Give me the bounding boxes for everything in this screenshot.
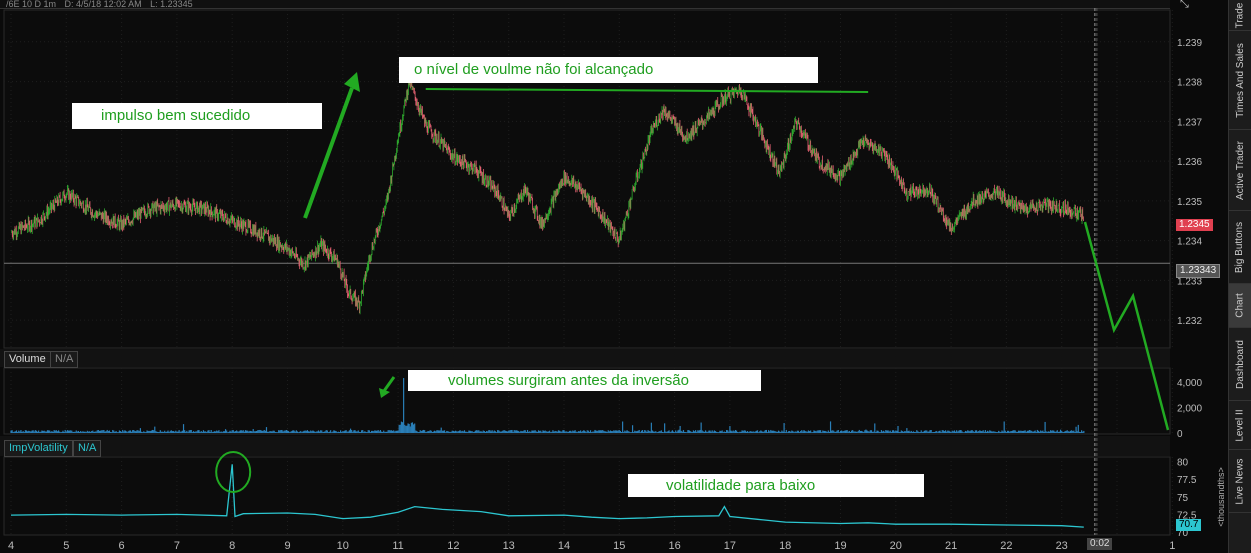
price-panel bbox=[3, 9, 1171, 349]
tab-level-ii[interactable]: Level II bbox=[1229, 401, 1251, 450]
volume-header-bar bbox=[0, 349, 1170, 367]
annotation-volatility: volatilidade para baixo bbox=[628, 474, 924, 497]
x-tick-label: 15 bbox=[613, 540, 625, 552]
x-tick-label: 19 bbox=[834, 540, 846, 552]
price-tick-label: 1.238 bbox=[1177, 78, 1202, 89]
annotation-volumes: volumes surgiram antes da inversão bbox=[408, 370, 761, 391]
tab-trade[interactable]: Trade bbox=[1229, 0, 1251, 31]
volume-tick-label: 4,000 bbox=[1177, 378, 1202, 389]
price-tick-label: 1.232 bbox=[1177, 316, 1202, 327]
volume-panel-label: Volume bbox=[4, 351, 51, 368]
x-tick-label: 20 bbox=[890, 540, 902, 552]
x-tick-label: 9 bbox=[284, 540, 290, 552]
iv-tick-label: 77.5 bbox=[1177, 475, 1197, 486]
x-tick-label: 8 bbox=[229, 540, 235, 552]
iv-tick-label: 75 bbox=[1177, 493, 1189, 504]
iv-spike-circle bbox=[215, 451, 252, 493]
x-tick-label: 12 bbox=[447, 540, 459, 552]
x-tick-label: 22 bbox=[1000, 540, 1012, 552]
tab-times-and-sales[interactable]: Times And Sales bbox=[1229, 31, 1251, 130]
iv-current-badge: 70.7 bbox=[1176, 519, 1202, 531]
iv-header-bar bbox=[0, 436, 1170, 456]
iv-panel-value: N/A bbox=[73, 440, 102, 457]
x-tick-label: 1 bbox=[1169, 540, 1175, 552]
crosshair-price-badge: 1.23343 bbox=[1176, 264, 1221, 278]
x-tick-label: 21 bbox=[945, 540, 957, 552]
impulse-arrow-head bbox=[344, 72, 360, 92]
x-tick-label: 16 bbox=[668, 540, 680, 552]
projection-path bbox=[1083, 221, 1170, 431]
volume-tick-label: 0 bbox=[1177, 429, 1183, 440]
x-tick-label: 6 bbox=[119, 540, 125, 552]
chart-header: /6E 10 D 1m D: 4/5/18 12:02 AM L: 1.2334… bbox=[0, 0, 1170, 9]
symbol-label: /6E 10 D 1m bbox=[6, 0, 57, 9]
volume-panel-value: N/A bbox=[50, 351, 79, 368]
tab-active-trader[interactable]: Active Trader bbox=[1229, 130, 1251, 211]
last-price-label: L: 1.23345 bbox=[150, 0, 193, 9]
price-tick-label: 1.237 bbox=[1177, 117, 1202, 128]
impulse-arrow bbox=[303, 87, 354, 219]
resistance-level-line bbox=[425, 88, 869, 93]
iv-panel bbox=[3, 456, 1171, 536]
time-readout-badge: 0:02 bbox=[1087, 538, 1113, 550]
price-tick-label: 1.236 bbox=[1177, 157, 1202, 168]
iv-panel-label: ImpVolatility bbox=[4, 440, 73, 457]
timestamp-label: D: 4/5/18 12:02 AM bbox=[64, 0, 142, 9]
price-tick-label: 1.239 bbox=[1177, 38, 1202, 49]
last-price-badge: 1.2345 bbox=[1176, 219, 1213, 231]
x-tick-label: 7 bbox=[174, 540, 180, 552]
price-tick-label: 1.233 bbox=[1177, 276, 1202, 287]
tab-live-news[interactable]: Live News bbox=[1229, 450, 1251, 513]
iv-tick-label: 70 bbox=[1177, 528, 1189, 539]
tab-big-buttons[interactable]: Big Buttons bbox=[1229, 211, 1251, 284]
volume-arrow bbox=[382, 376, 396, 392]
volume-tick-label: 2,000 bbox=[1177, 403, 1202, 414]
x-tick-label: 4 bbox=[8, 540, 14, 552]
annotation-impulse: impulso bem sucedido bbox=[72, 103, 322, 129]
volume-arrow-head bbox=[379, 388, 390, 398]
iv-units: <thousandths> bbox=[1216, 467, 1226, 527]
x-tick-label: 10 bbox=[337, 540, 349, 552]
x-tick-label: 14 bbox=[558, 540, 570, 552]
x-tick-label: 11 bbox=[392, 540, 403, 552]
x-tick-label: 5 bbox=[63, 540, 69, 552]
iv-tick-label: 80 bbox=[1177, 458, 1189, 469]
iv-tick-label: 72.5 bbox=[1177, 510, 1197, 521]
tab-dashboard[interactable]: Dashboard bbox=[1229, 328, 1251, 401]
x-tick-label: 23 bbox=[1056, 540, 1068, 552]
tab-chart[interactable]: Chart bbox=[1229, 284, 1251, 328]
right-sidebar: Trade Times And Sales Active Trader Big … bbox=[1228, 0, 1251, 553]
expand-icon[interactable]: ⤡ bbox=[1180, 0, 1189, 10]
x-tick-label: 18 bbox=[779, 540, 791, 552]
x-tick-label: 13 bbox=[503, 540, 515, 552]
iv-line bbox=[10, 464, 1084, 528]
price-tick-label: 1.235 bbox=[1177, 197, 1202, 208]
x-tick-label: 17 bbox=[724, 540, 736, 552]
price-tick-label: 1.234 bbox=[1177, 237, 1202, 248]
annotation-volume-level: o nível de voulme não foi alcançado bbox=[399, 57, 818, 83]
